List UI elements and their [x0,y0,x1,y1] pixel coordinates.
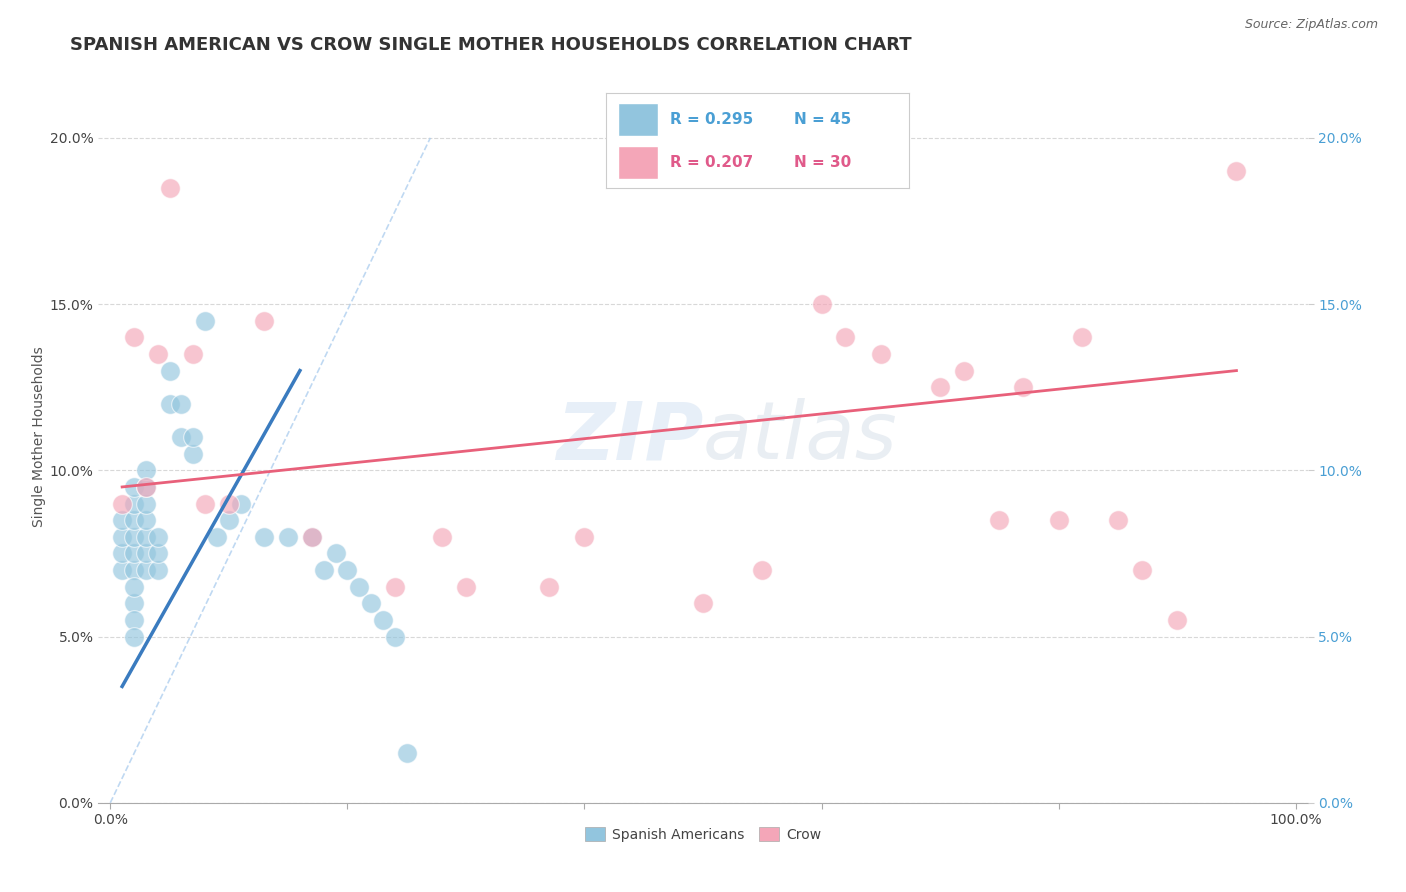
Point [929,380,952,394]
Point [146,546,169,560]
Point [146,530,169,544]
Point [135,546,157,560]
Point [122,596,145,610]
Point [122,630,145,644]
Point [135,480,157,494]
Point [574,530,596,544]
Point [1012,380,1035,394]
Point [111,513,134,527]
Point [181,447,204,461]
Point [135,480,157,494]
Point [135,530,157,544]
Point [205,530,228,544]
Point [1047,513,1070,527]
Point [146,563,169,577]
Point [170,397,193,411]
Point [253,530,276,544]
Point [122,497,145,511]
Point [122,563,145,577]
Point [1225,164,1247,178]
Point [384,630,406,644]
Point [1130,563,1153,577]
Point [122,530,145,544]
Point [229,497,252,511]
Text: Source: ZipAtlas.com: Source: ZipAtlas.com [1244,18,1378,31]
Point [135,463,157,477]
Point [194,497,217,511]
Point [325,546,347,560]
Point [1166,613,1188,627]
Point [194,314,217,328]
Point [122,480,145,494]
Point [360,596,382,610]
Point [159,397,181,411]
Point [111,497,134,511]
Point [181,347,204,361]
Point [159,363,181,377]
Point [834,330,856,344]
Point [111,563,134,577]
Text: atlas: atlas [703,398,898,476]
Point [301,530,323,544]
Point [952,363,974,377]
Point [170,430,193,444]
Point [122,513,145,527]
Point [135,513,157,527]
Point [146,347,169,361]
Point [122,330,145,344]
Point [277,530,299,544]
Point [181,430,204,444]
Point [692,596,714,610]
Point [454,580,477,594]
Point [111,530,134,544]
Point [122,613,145,627]
Point [988,513,1011,527]
Point [371,613,394,627]
Point [253,314,276,328]
Text: ZIP: ZIP [555,398,703,476]
Point [751,563,773,577]
Point [1071,330,1094,344]
Point [218,497,240,511]
Point [384,580,406,594]
Point [537,580,560,594]
Point [347,580,370,594]
Point [869,347,891,361]
Point [395,746,418,760]
Point [1107,513,1129,527]
Point [312,563,335,577]
Text: SPANISH AMERICAN VS CROW SINGLE MOTHER HOUSEHOLDS CORRELATION CHART: SPANISH AMERICAN VS CROW SINGLE MOTHER H… [70,36,912,54]
Point [810,297,832,311]
Legend: Spanish Americans, Crow: Spanish Americans, Crow [579,822,827,847]
Y-axis label: Single Mother Households: Single Mother Households [31,347,45,527]
Point [135,497,157,511]
Point [432,530,454,544]
Point [301,530,323,544]
Point [122,580,145,594]
Point [218,513,240,527]
Point [122,546,145,560]
Point [135,563,157,577]
Point [336,563,359,577]
Point [111,546,134,560]
Point [159,180,181,194]
